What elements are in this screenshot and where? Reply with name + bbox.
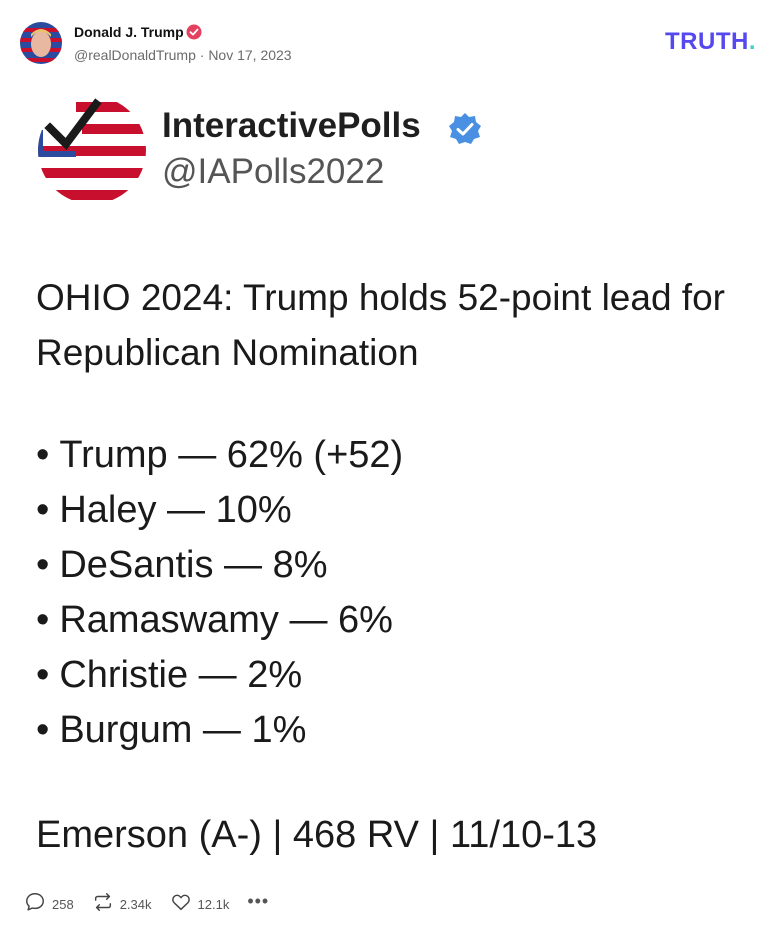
embedded-account-name: InteractivePolls: [162, 106, 421, 145]
retruth-count: 2.34k: [119, 896, 152, 912]
heart-icon: [170, 891, 192, 918]
post-header: Donald J. Trump @realDonaldTrump · Nov 1…: [20, 20, 760, 66]
post-actions: 258 2.34k 12.1k •••: [24, 892, 269, 916]
post-image[interactable]: InteractivePolls @IAPolls2022 OHIO 2024:…: [20, 78, 756, 878]
embedded-account-handle: @IAPolls2022: [162, 152, 385, 191]
reply-count: 258: [52, 896, 74, 912]
poll-headline: OHIO 2024: Trump holds 52-point lead for…: [36, 277, 725, 373]
retruth-icon: [92, 891, 114, 918]
list-item: Ramaswamy — 6%: [36, 593, 403, 648]
reply-icon: [24, 891, 46, 918]
retruth-button[interactable]: 2.34k: [92, 891, 152, 918]
verified-badge-icon: [186, 24, 202, 40]
list-item: Trump — 62% (+52): [36, 428, 403, 483]
list-item: Christie — 2%: [36, 648, 403, 703]
list-item: Burgum — 1%: [36, 703, 403, 758]
author-handle[interactable]: @realDonaldTrump: [74, 47, 196, 63]
truth-logo[interactable]: TRUTH.: [665, 28, 756, 56]
like-button[interactable]: 12.1k: [170, 891, 230, 918]
avatar[interactable]: [20, 22, 62, 64]
more-icon[interactable]: •••: [247, 891, 270, 911]
brand-text: TRUTH: [665, 28, 749, 55]
brand-dot: .: [748, 28, 756, 55]
poll-results-list: Trump — 62% (+52) Haley — 10% DeSantis —…: [36, 428, 403, 758]
post-meta: @realDonaldTrump · Nov 17, 2023: [74, 47, 292, 63]
reply-button[interactable]: 258: [24, 891, 74, 918]
verified-badge-icon: [448, 112, 482, 146]
list-item: DeSantis — 8%: [36, 538, 403, 593]
author-name[interactable]: Donald J. Trump: [74, 24, 184, 40]
post-date[interactable]: Nov 17, 2023: [208, 47, 292, 63]
like-count: 12.1k: [197, 896, 230, 912]
list-item: Haley — 10%: [36, 483, 403, 538]
meta-separator: ·: [199, 47, 205, 63]
poll-source: Emerson (A-) | 468 RV | 11/10-13: [36, 814, 598, 856]
interactivepolls-logo: [36, 94, 148, 206]
